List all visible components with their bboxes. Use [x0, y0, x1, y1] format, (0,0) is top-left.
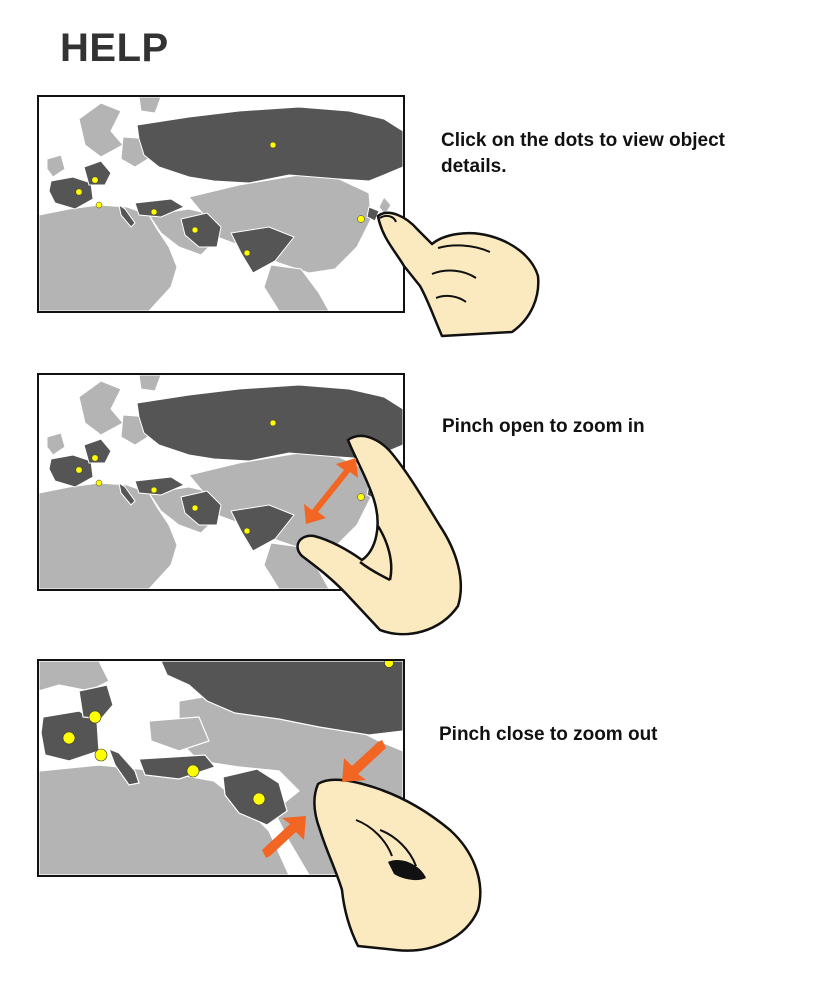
zoom-in-arrow-icon [304, 458, 358, 524]
land-other [39, 375, 392, 589]
hint-pinch-open: Pinch open to zoom in [442, 416, 645, 437]
help-section-tap: Click on the dots to view object details… [0, 0, 832, 338]
object-dot-russia[interactable] [384, 661, 394, 668]
help-section-pinch-open: Pinch open to zoom in [0, 330, 832, 650]
object-dot-italy[interactable] [95, 479, 103, 487]
object-dot-iran[interactable] [252, 792, 266, 806]
object-dot-russia[interactable] [269, 141, 277, 149]
object-dots[interactable] [75, 141, 365, 257]
map-image [39, 661, 403, 875]
object-dot-turkey[interactable] [186, 764, 200, 778]
object-dot-india[interactable] [243, 527, 251, 535]
page-title: HELP [60, 26, 169, 70]
hand-pinch-close-icon [313, 778, 482, 952]
object-dot-italy[interactable] [95, 201, 103, 209]
object-dot-india[interactable] [243, 249, 251, 257]
object-dot-france[interactable] [62, 731, 76, 745]
object-dots[interactable] [62, 661, 394, 806]
zoom-out-arrow-bottom-icon [262, 816, 306, 858]
map-image [39, 375, 403, 589]
object-dot-germany[interactable] [88, 710, 102, 724]
object-dot-korea[interactable] [357, 215, 365, 223]
object-dot-iran[interactable] [191, 226, 199, 234]
object-dot-france[interactable] [75, 466, 83, 474]
hand-tap-icon [376, 211, 540, 338]
object-dot-turkey[interactable] [150, 486, 158, 494]
land-other [39, 97, 392, 311]
hand-pinch-open-icon [296, 434, 462, 636]
hint-tap: Click on the dots to view object details… [441, 130, 725, 177]
map-image [39, 97, 403, 311]
world-map-zoomed[interactable] [37, 659, 405, 877]
help-section-pinch-close: Pinch close to zoom out [0, 650, 832, 998]
object-dot-germany[interactable] [91, 176, 99, 184]
object-dot-italy[interactable] [94, 748, 108, 762]
hint-pinch-close: Pinch close to zoom out [439, 724, 658, 745]
object-dot-turkey[interactable] [150, 208, 158, 216]
object-dot-iran[interactable] [191, 504, 199, 512]
object-dot-russia[interactable] [269, 419, 277, 427]
object-dot-germany[interactable] [91, 454, 99, 462]
world-map[interactable] [37, 95, 405, 313]
land-highlighted [40, 661, 403, 826]
zoom-out-arrow-top-icon [342, 740, 386, 782]
object-dot-korea[interactable] [357, 493, 365, 501]
object-dot-france[interactable] [75, 188, 83, 196]
object-dots[interactable] [75, 419, 365, 535]
